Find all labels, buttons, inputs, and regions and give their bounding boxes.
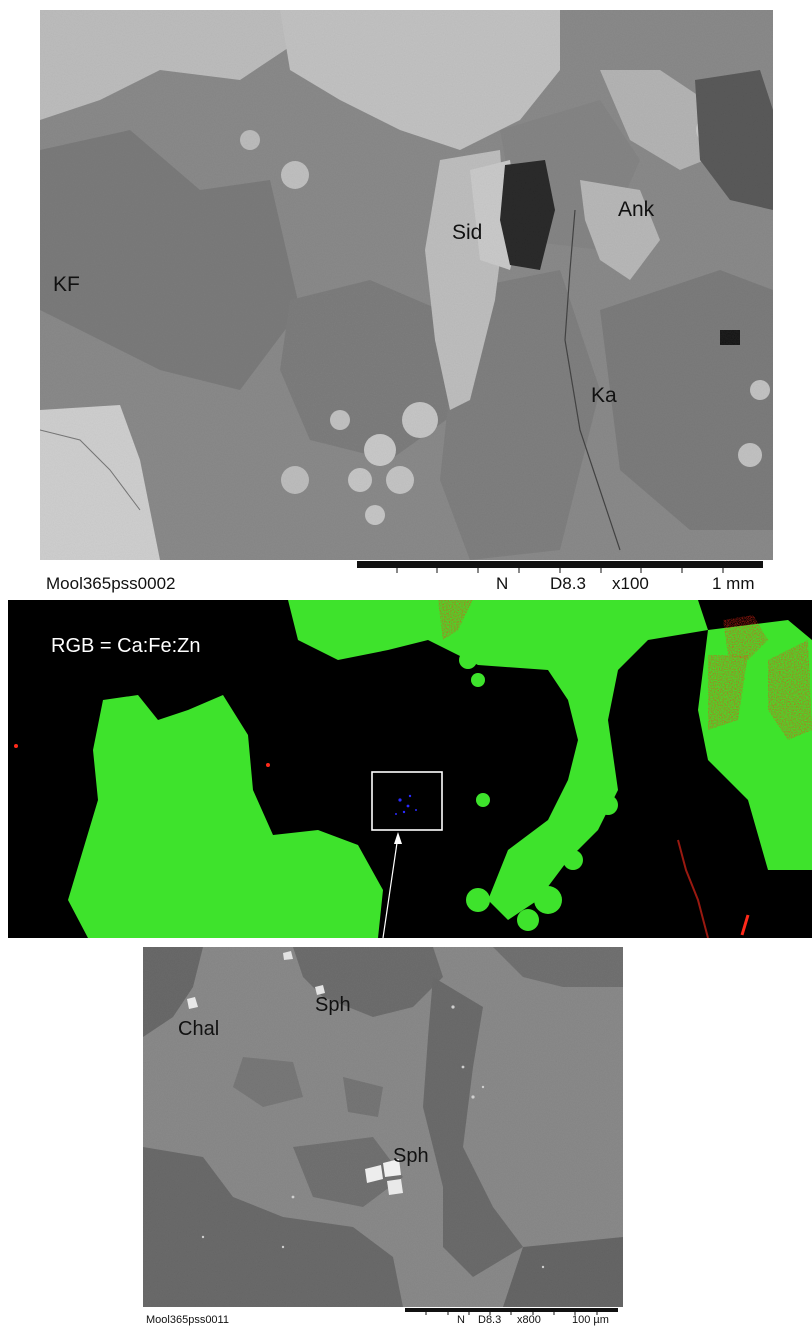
label-kf: KF <box>53 273 80 296</box>
scale-bar-bottom <box>405 1308 618 1312</box>
sph-grain <box>365 1165 383 1183</box>
bse-image-overview: KF Sid Ank Ka <box>40 10 773 560</box>
bse-image-detail: Chal Sph Sph <box>143 947 623 1307</box>
rgb-element-map: RGB = Ca:Fe:Zn <box>8 600 812 938</box>
sample-id-top: Mool365pss0002 <box>46 574 176 593</box>
scale-ticks-top <box>396 568 724 573</box>
scale-bar-top <box>357 561 763 568</box>
label-chal: Chal <box>178 1018 220 1040</box>
working-distance-top: D8.3 <box>550 574 586 593</box>
scale-length-bottom: 100 µm <box>572 1314 609 1326</box>
sample-id-bottom: Mool365pss0011 <box>146 1314 229 1326</box>
label-ank: Ank <box>618 198 655 221</box>
detector-bottom: N <box>457 1314 465 1326</box>
magnification-bottom: x800 <box>517 1314 541 1326</box>
inset-box <box>371 771 443 831</box>
scale-length-top: 1 mm <box>712 574 755 593</box>
label-sph-top: Sph <box>315 994 351 1016</box>
working-distance-bottom: D8.3 <box>478 1314 502 1326</box>
chal-grain <box>187 997 198 1009</box>
detector-top: N <box>496 574 509 593</box>
bse-detail-texture <box>143 947 623 1307</box>
bse-overview-texture <box>40 10 773 560</box>
label-ka: Ka <box>591 384 617 407</box>
magnification-top: x100 <box>612 574 649 593</box>
label-sph-center: Sph <box>393 1145 429 1167</box>
inset-arrow <box>382 835 399 938</box>
rgb-map-texture <box>14 600 812 938</box>
rgb-legend-title: RGB = Ca:Fe:Zn <box>51 635 201 657</box>
scale-ticks-bottom <box>425 1312 598 1315</box>
label-sid: Sid <box>452 221 483 244</box>
